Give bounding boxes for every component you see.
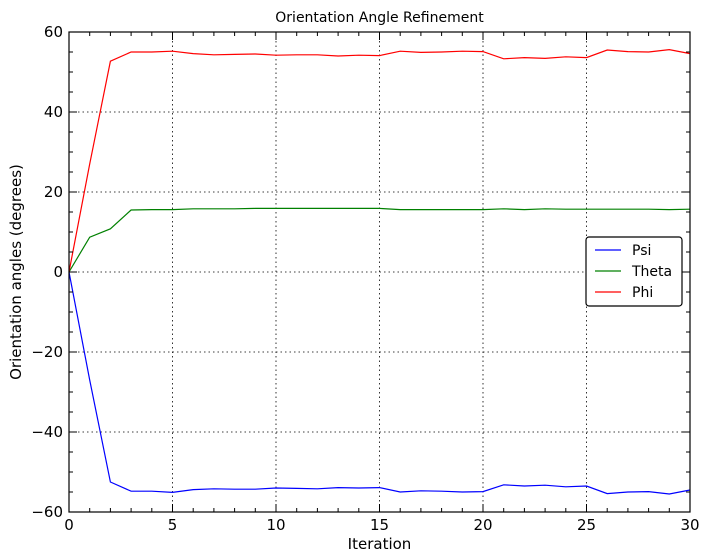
y-tick-label: −20 [31,343,63,361]
y-tick-label: 20 [44,183,63,201]
legend: Psi Theta Phi [585,236,683,307]
series-line-phi [68,48,691,273]
y-tick-label: 0 [53,263,63,281]
x-tick-label: 15 [370,516,389,534]
x-tick-label: 30 [680,516,699,534]
legend-box [585,236,683,307]
y-tick-label: −60 [31,503,63,521]
legend-label-phi: Phi [632,285,653,301]
chart-title: Orientation Angle Refinement [275,10,484,26]
series-line-psi [68,271,691,495]
y-tick-label: 40 [44,103,63,121]
legend-label-psi: Psi [632,243,651,259]
x-tick-label: 10 [266,516,285,534]
axis-ticks [68,31,691,513]
x-axis-label: Iteration [348,535,412,553]
y-axis-label: Orientation angles (degrees) [7,164,25,380]
x-tick-label: 20 [473,516,492,534]
x-tick-label: 5 [168,516,178,534]
series-lines [68,48,691,495]
y-tick-labels: −60 −40 −20 0 20 40 60 [31,23,63,521]
series-line-theta [68,207,691,273]
y-tick-label: 60 [44,23,63,41]
x-tick-label: 0 [64,516,74,534]
y-tick-label: −40 [31,423,63,441]
x-tick-label: 25 [577,516,596,534]
legend-label-theta: Theta [631,264,672,280]
x-tick-labels: 0 5 10 15 20 25 30 [64,516,699,534]
